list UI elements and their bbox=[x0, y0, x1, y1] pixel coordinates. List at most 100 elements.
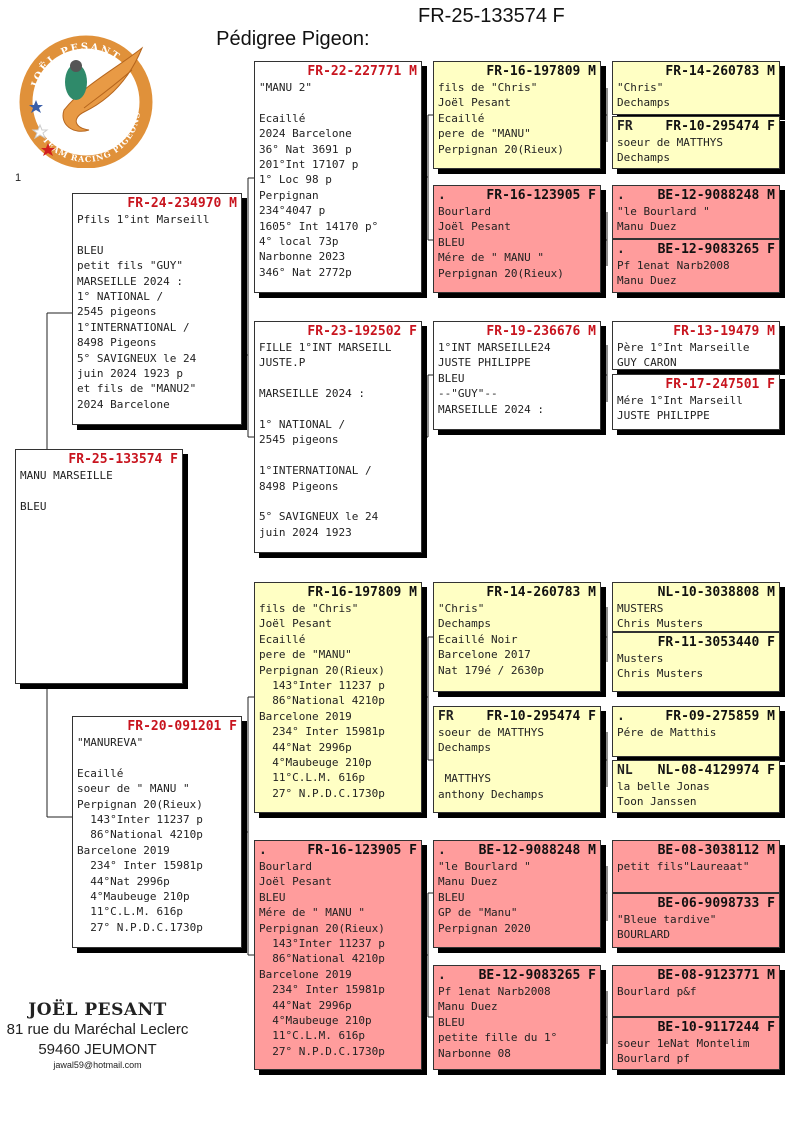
pigeon-card[interactable]: . FR-16-123905 F Bourlard Joël Pesant BLEU Mé… bbox=[254, 840, 422, 1070]
pigeon-card[interactable]: . FR-16-123905 F Bourlard Joël Pesant BLEU Mé… bbox=[433, 185, 601, 293]
ring-prefix: . bbox=[617, 709, 625, 724]
pigeon-header: FR-16-197809 M bbox=[259, 584, 417, 601]
pigeon-header: FR-14-260783 M bbox=[617, 63, 775, 80]
pigeon-header: FR-13-19479 M bbox=[617, 323, 775, 340]
ring-number: BE-08-9123771 M bbox=[657, 968, 775, 983]
pigeon-card[interactable]: BE-08-3038112 M petit fils"Laureaat" bbox=[612, 840, 780, 893]
pigeon-card[interactable]: FR-25-133574 F MANU MARSEILLE BLEU bbox=[15, 449, 183, 684]
page-number: 1 bbox=[15, 172, 22, 184]
pigeon-header: FR-19-236676 M bbox=[438, 323, 596, 340]
pigeon-card[interactable]: FR-23-192502 F FILLE 1°INT MARSEILL JUSTE.… bbox=[254, 321, 422, 553]
pigeon-header: FR-16-197809 M bbox=[438, 63, 596, 80]
pigeon-info-line: petite fille du 1° bbox=[438, 1031, 558, 1045]
pigeon-info-line: Joël Pesant bbox=[438, 220, 511, 234]
pigeon-info-line: BLEU bbox=[438, 371, 465, 385]
pigeon-info-line bbox=[259, 95, 417, 110]
pigeon-header: FR FR-10-295474 F bbox=[438, 708, 596, 725]
pigeon-header: FR FR-10-295474 F bbox=[617, 118, 775, 135]
pigeon-info-line: "MANUREVA" bbox=[77, 736, 144, 749]
breeder-city: 59460 JEUMONT bbox=[38, 1041, 157, 1058]
pigeon-icon bbox=[65, 64, 87, 100]
pigeon-header: . BE-12-9083265 F bbox=[617, 241, 775, 258]
star-red-icon bbox=[41, 143, 55, 156]
pigeon-card[interactable]: BE-10-9117244 F soeur 1eNat Montelim Bourl… bbox=[612, 1017, 780, 1070]
pigeon-card[interactable]: . BE-12-9083265 F Pf 1enat Narb2008 Manu Du… bbox=[612, 239, 780, 293]
pigeon-card[interactable]: . BE-12-9083265 F Pf 1enat Narb2008 Manu Du… bbox=[433, 965, 601, 1070]
ring-number: FR-16-123905 F bbox=[307, 843, 417, 858]
pigeon-card[interactable]: . FR-09-275859 M Pére de Matthis bbox=[612, 706, 780, 757]
ring-number: FR-23-192502 F bbox=[307, 324, 417, 339]
pigeon-info-line bbox=[259, 402, 417, 417]
pigeon-info-line: 86°National 4210p bbox=[77, 828, 203, 842]
pigeon-info-line: Bourlard bbox=[438, 205, 491, 218]
pigeon-info-line: BLEU bbox=[438, 890, 465, 904]
pigeon-header: . BE-12-9088248 M bbox=[617, 187, 775, 204]
pigeon-card[interactable]: . BE-12-9088248 M "le Bourlard " Manu Duez bbox=[612, 185, 780, 239]
star-white-icon bbox=[31, 123, 49, 140]
ring-prefix: FR bbox=[617, 119, 633, 134]
pigeon-card[interactable]: FR FR-10-295474 F soeur de MATTHYS Dechamps bbox=[612, 116, 780, 169]
pigeon-info-line: Musters bbox=[617, 652, 664, 665]
pigeon-header: . BE-12-9083265 F bbox=[438, 967, 596, 984]
ring-number: BE-08-3038112 M bbox=[657, 843, 775, 858]
pigeon-info-line: BLEU bbox=[77, 243, 104, 257]
pigeon-card[interactable]: BE-06-9098733 F "Bleue tardive" BOURLARD bbox=[612, 893, 780, 948]
ring-number: FR-13-19479 M bbox=[673, 324, 775, 339]
pigeon-card[interactable]: FR-16-197809 M fils de "Chris" Joël Pesant… bbox=[433, 61, 601, 169]
pigeon-info-line: Ecaillé bbox=[77, 766, 124, 780]
ring-number: BE-06-9098733 F bbox=[657, 896, 775, 911]
pigeon-header: FR-22-227771 M bbox=[259, 63, 417, 80]
pigeon-card[interactable]: FR-11-3053440 F Musters Chris Musters bbox=[612, 632, 780, 692]
pigeon-info-line: 86°National 4210p bbox=[259, 952, 385, 966]
ring-number: FR-11-3053440 F bbox=[657, 635, 775, 650]
pigeon-info-line: 27° N.P.D.C.1730p bbox=[77, 920, 203, 934]
pigeon-info-line: 11°C.L.M. 616p bbox=[259, 1029, 365, 1043]
pigeon-info-line: anthony Dechamps bbox=[438, 787, 544, 801]
pigeon-card[interactable]: FR-22-227771 M "MANU 2" Ecaillé 2024 Barcel… bbox=[254, 61, 422, 293]
pigeon-card[interactable]: FR-19-236676 M 1°INT MARSEILLE24 JUSTE PHI… bbox=[433, 321, 601, 430]
pigeon-info-line: "Chris" bbox=[617, 81, 664, 94]
pigeon-header: . FR-09-275859 M bbox=[617, 708, 775, 725]
ring-number: BE-12-9083265 F bbox=[657, 242, 775, 257]
ring-number: FR-16-197809 M bbox=[486, 64, 596, 79]
pigeon-info-line: 4° local 73p bbox=[259, 234, 339, 248]
pigeon-card[interactable]: NL NL-08-4129974 F la belle Jonas Toon Jans… bbox=[612, 760, 780, 813]
pigeon-card[interactable]: BE-08-9123771 M Bourlard p&f bbox=[612, 965, 780, 1017]
pigeon-card[interactable]: FR FR-10-295474 F soeur de MATTHYS Dechamps… bbox=[433, 706, 601, 813]
pigeon-card[interactable]: FR-14-260783 M "Chris" Dechamps bbox=[612, 61, 780, 115]
pigeon-card[interactable]: FR-17-247501 F Mére 1°Int Marseill JUSTE P… bbox=[612, 374, 780, 430]
pigeon-info-line bbox=[20, 483, 178, 498]
pigeon-info-line: 11°C.L.M. 616p bbox=[259, 771, 365, 785]
pigeon-card[interactable]: FR-20-091201 F "MANUREVA" Ecaillé soeur de … bbox=[72, 716, 242, 948]
pigeon-header: BE-06-9098733 F bbox=[617, 895, 775, 912]
pigeon-info-line: soeur de MATTHYS bbox=[617, 136, 723, 149]
pigeon-info-line: MUSTERS bbox=[617, 602, 664, 615]
pigeon-info-line: Toon Janssen bbox=[617, 795, 697, 809]
pigeon-card[interactable]: NL-10-3038808 M MUSTERS Chris Musters bbox=[612, 582, 780, 632]
pigeon-card[interactable]: FR-13-19479 M Père 1°Int Marseille GUY CAR… bbox=[612, 321, 780, 370]
breeder-name: JOËL PESANT bbox=[28, 1000, 167, 1020]
pigeon-info-line: 1°INTERNATIONAL / bbox=[77, 320, 190, 334]
pigeon-info-line: MARSEILLE 2024 : bbox=[77, 274, 183, 288]
pigeon-info-line: 234° Inter 15981p bbox=[259, 725, 385, 739]
ring-prefix: . bbox=[617, 242, 625, 257]
pigeon-info-line: 2024 Barcelone bbox=[259, 127, 352, 141]
pigeon-info-line: BLEU bbox=[259, 890, 286, 904]
pigeon-info-line: BOURLARD bbox=[617, 928, 670, 942]
pigeon-info-line: "le Bourlard " bbox=[438, 860, 531, 873]
pigeon-info-line: Dechamps bbox=[438, 617, 491, 631]
pigeon-info-line: 5° SAVIGNEUX le 24 bbox=[77, 351, 197, 365]
pigeon-info-line: 1°INTERNATIONAL / bbox=[259, 464, 372, 478]
ring-prefix: . bbox=[438, 843, 446, 858]
pigeon-info-line: Mére de " MANU " bbox=[259, 906, 365, 920]
pigeon-info-line: Ecaillé bbox=[259, 632, 306, 646]
pigeon-info-line: Pére de Matthis bbox=[617, 726, 717, 739]
pigeon-card[interactable]: FR-24-234970 M Pfils 1°int Marseill BLEU pe… bbox=[72, 193, 242, 425]
pigeon-card[interactable]: . BE-12-9088248 M "le Bourlard " Manu Duez B… bbox=[433, 840, 601, 948]
pigeon-card[interactable]: FR-14-260783 M "Chris" Dechamps Ecaillé Noi… bbox=[433, 582, 601, 692]
pigeon-header: BE-08-9123771 M bbox=[617, 967, 775, 984]
pigeon-info-line: GP de "Manu" bbox=[438, 906, 518, 920]
breeder-email[interactable]: jawal59@hotmail.com bbox=[53, 1060, 142, 1070]
pigeon-card[interactable]: FR-16-197809 M fils de "Chris" Joël Pesant… bbox=[254, 582, 422, 813]
